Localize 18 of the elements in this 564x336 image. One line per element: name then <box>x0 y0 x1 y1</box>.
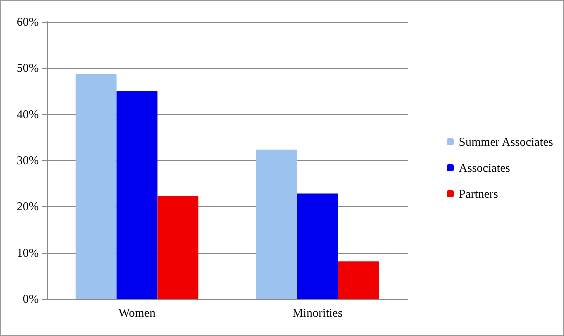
y-tick-label: 10% <box>17 246 39 260</box>
y-tick-label: 20% <box>17 200 39 214</box>
legend-label: Partners <box>459 187 499 201</box>
x-tick-label: Minorities <box>292 306 344 320</box>
legend-label: Associates <box>459 161 511 175</box>
y-tick-label: 50% <box>17 61 39 76</box>
y-tick-label: 60% <box>17 15 39 29</box>
y-tick-label: 30% <box>17 154 39 168</box>
bar <box>158 196 199 299</box>
x-tick-label: Women <box>118 306 156 320</box>
y-tick-label: 0% <box>23 292 39 306</box>
bar <box>76 74 117 299</box>
bar <box>338 262 380 299</box>
bar <box>256 150 298 299</box>
y-tick-label: 40% <box>17 107 39 122</box>
bar <box>116 91 158 299</box>
bar <box>297 194 338 299</box>
legend-label: Summer Associates <box>459 135 554 149</box>
